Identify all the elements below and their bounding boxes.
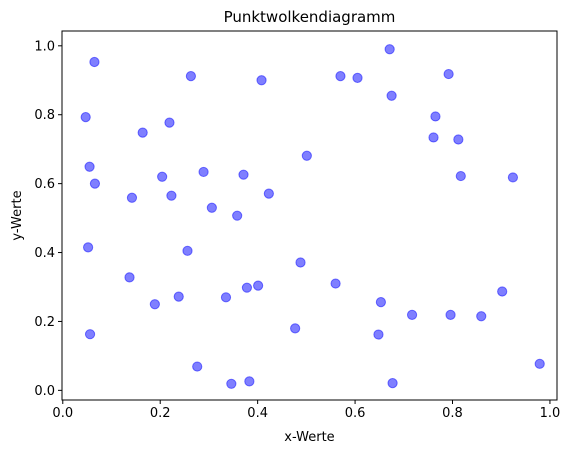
data-point-19 <box>220 292 232 303</box>
data-point-37 <box>386 90 397 101</box>
data-point-13 <box>173 291 184 302</box>
x-tick-label: 0.6 <box>345 406 366 421</box>
data-point-4 <box>83 242 94 253</box>
data-point-8 <box>137 127 148 138</box>
data-point-49 <box>534 358 545 369</box>
data-point-12 <box>166 190 177 201</box>
data-point-29 <box>295 257 306 268</box>
data-point-3 <box>89 178 101 189</box>
data-point-48 <box>507 172 519 183</box>
x-tick-label: 0.4 <box>247 406 268 421</box>
data-point-25 <box>253 280 264 291</box>
data-point-9 <box>149 299 160 310</box>
data-point-10 <box>157 171 168 182</box>
data-point-22 <box>238 169 249 180</box>
data-point-31 <box>330 278 341 289</box>
data-point-36 <box>384 44 395 55</box>
x-tick-label: 1.0 <box>540 406 561 421</box>
data-point-7 <box>126 192 138 203</box>
data-point-41 <box>430 111 441 122</box>
data-point-30 <box>301 150 312 161</box>
data-point-21 <box>232 210 243 221</box>
data-point-2 <box>84 161 95 172</box>
data-point-32 <box>335 71 346 82</box>
data-point-6 <box>124 272 135 283</box>
y-tick-label: 0.6 <box>34 177 55 192</box>
data-point-24 <box>244 376 255 387</box>
y-tick-label: 0.8 <box>34 108 55 123</box>
data-point-14 <box>182 245 193 256</box>
data-point-42 <box>443 68 454 80</box>
data-point-45 <box>455 170 466 182</box>
data-point-18 <box>206 202 217 213</box>
data-point-27 <box>263 188 274 199</box>
chart-title: Punktwolkendiagramm <box>224 8 396 26</box>
x-tick-label: 0.0 <box>52 406 73 421</box>
data-point-16 <box>192 361 203 372</box>
data-point-15 <box>185 71 196 82</box>
data-point-38 <box>387 378 398 389</box>
y-tick-label: 0.2 <box>34 315 55 330</box>
y-tick-label: 1.0 <box>34 39 55 54</box>
data-point-28 <box>290 323 301 334</box>
axis-ticks: 0.0 0.2 0.4 0.6 0.8 1.0 0.0 0.2 0.4 0.6 0.8 1.0 <box>34 39 560 421</box>
x-tick-label: 0.2 <box>150 406 171 421</box>
plot-area <box>62 31 557 400</box>
data-point-33 <box>352 72 363 83</box>
data-point-5 <box>84 329 96 340</box>
data-point-20 <box>226 378 237 389</box>
data-point-46 <box>476 311 487 322</box>
data-point-35 <box>375 297 386 308</box>
data-point-17 <box>198 166 209 178</box>
x-tick-label: 0.8 <box>442 406 463 421</box>
y-tick-label: 0.0 <box>34 384 55 399</box>
data-point-39 <box>406 309 418 320</box>
y-axis-label: y-Werte <box>10 190 25 240</box>
data-point-34 <box>373 329 384 340</box>
data-point-11 <box>164 117 175 128</box>
data-point-44 <box>453 134 464 145</box>
data-point-43 <box>445 309 456 320</box>
y-tick-label: 0.4 <box>34 246 55 261</box>
x-axis-label: x-Werte <box>284 430 334 445</box>
data-point-47 <box>497 286 508 297</box>
data-point-23 <box>241 282 253 293</box>
plot-frame <box>61 30 558 401</box>
data-point-1 <box>89 56 100 68</box>
data-point-0 <box>80 112 91 123</box>
data-point-26 <box>256 75 267 86</box>
data-points <box>80 44 545 389</box>
data-point-40 <box>428 132 439 143</box>
